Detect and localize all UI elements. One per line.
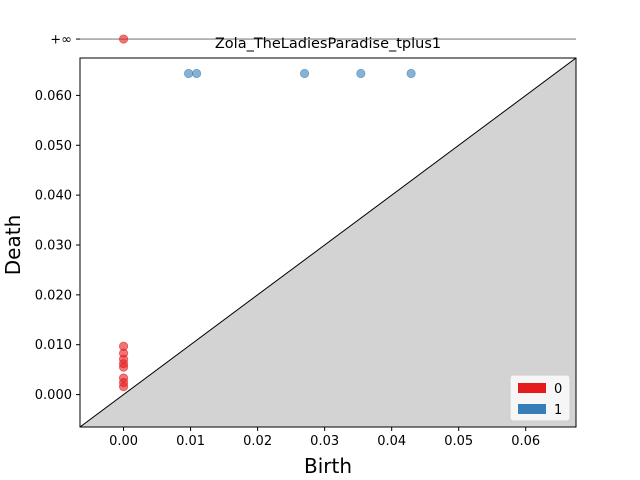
data-point-series-1 (406, 68, 416, 79)
plot-area: 0.00 0.01 0.02 0.03 0.04 0.05 0.06 0.000 0.010 0.… (35, 33, 577, 449)
y-tick-label: 0.050 (35, 139, 72, 154)
y-tick-label: 0.010 (35, 338, 72, 353)
legend: 01 (509, 374, 571, 422)
x-tick-label: 0.03 (310, 434, 339, 449)
data-point-series-0 (118, 34, 129, 44)
y-tick-label: 0.060 (35, 89, 72, 104)
y-axis-label: Death (1, 215, 25, 275)
legend-swatch-1 (518, 404, 546, 414)
data-point-series-1 (192, 68, 202, 79)
x-tick-label: 0.02 (243, 434, 272, 449)
x-axis-label: Birth (304, 454, 352, 478)
data-point-series-0 (118, 362, 129, 372)
y-tick-label: 0.040 (35, 189, 72, 204)
y-tick-label: 0.000 (35, 388, 72, 403)
y-tick-label: 0.020 (35, 288, 72, 303)
x-tick-label: 0.05 (444, 434, 473, 449)
legend-swatch-0 (518, 383, 546, 393)
y-tick-label-infinity: +∞ (50, 33, 72, 48)
plot-frame (79, 57, 577, 428)
data-point-series-1 (299, 68, 310, 79)
diagonal-line (80, 58, 576, 427)
x-tick-label: 0.00 (109, 434, 138, 449)
legend-label-0: 0 (554, 382, 562, 397)
x-tick-label: 0.04 (377, 434, 406, 449)
legend-label-1: 1 (554, 403, 562, 418)
data-point-series-1 (183, 68, 194, 79)
x-tick-label: 0.01 (176, 434, 205, 449)
y-tick-label: 0.030 (35, 238, 72, 253)
data-point-series-1 (356, 68, 366, 79)
data-point-series-0 (118, 382, 129, 392)
x-tick-label: 0.06 (511, 434, 540, 449)
chart-title: Zola_TheLadiesParadise_tplus1 (215, 36, 441, 52)
